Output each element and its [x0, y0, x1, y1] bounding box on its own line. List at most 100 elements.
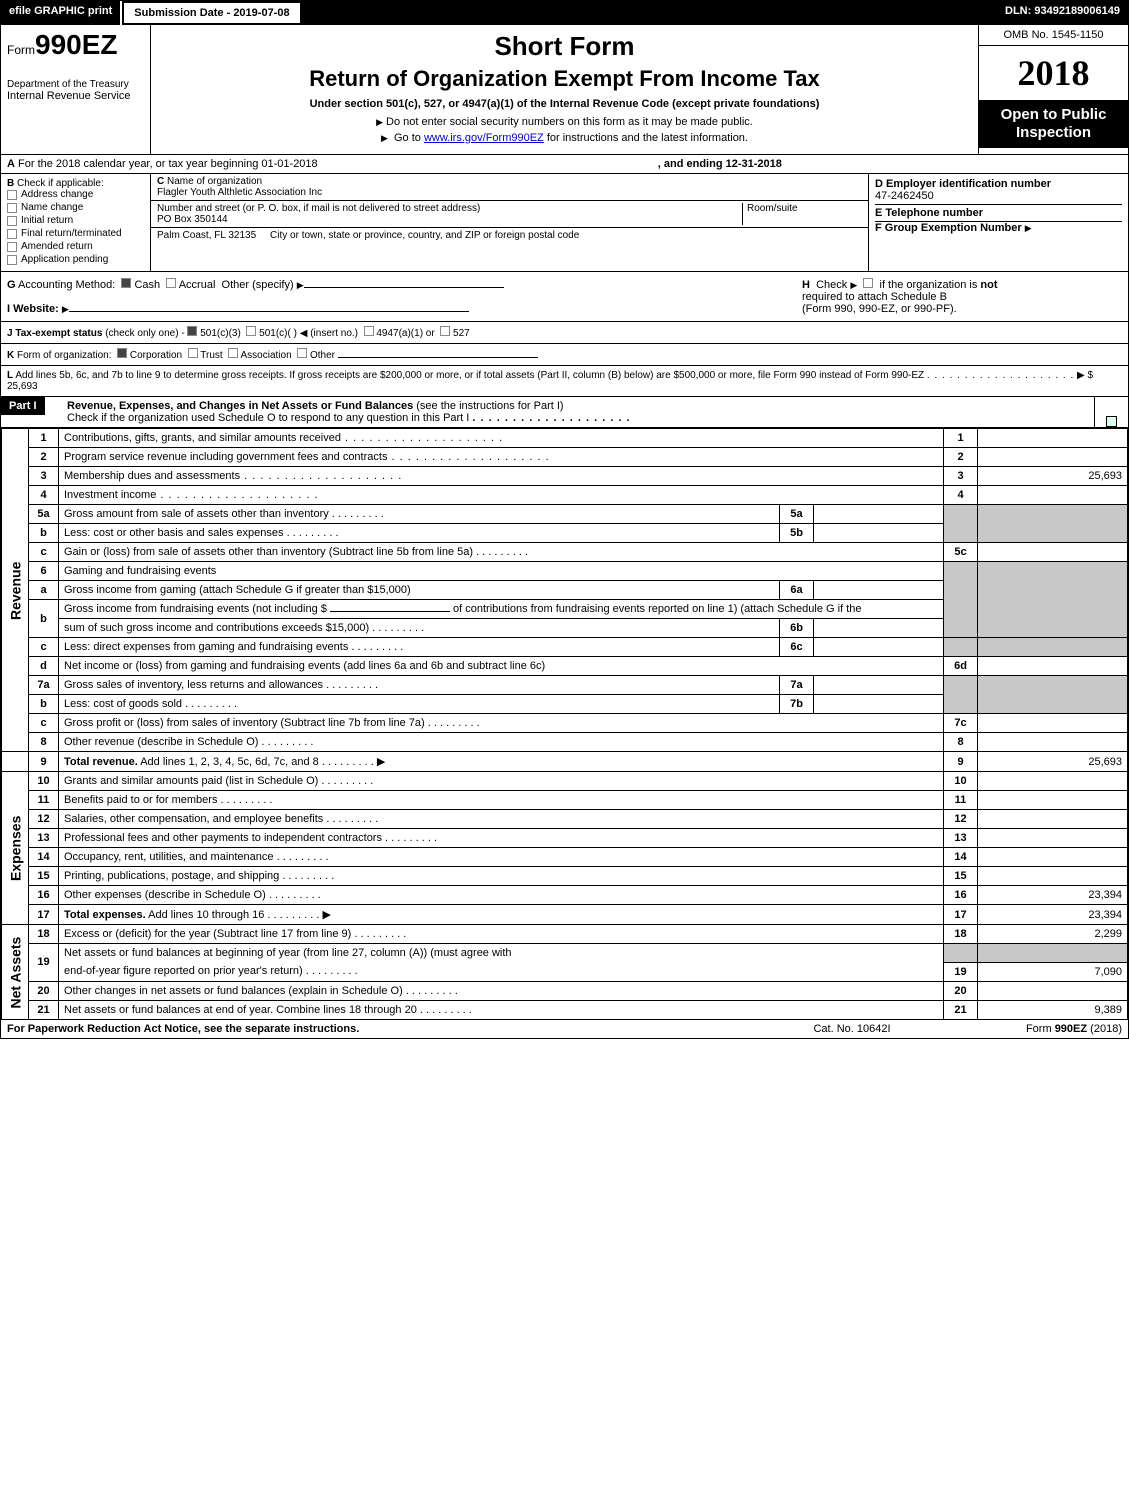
chk-501c3[interactable] [187, 326, 197, 336]
grey-cell [978, 562, 1128, 638]
chk-assoc[interactable] [228, 348, 238, 358]
chk-527[interactable] [440, 326, 450, 336]
chk-amended[interactable]: Amended return [7, 241, 144, 252]
right-val [978, 867, 1128, 886]
grey-cell [978, 944, 1128, 963]
right-num: 5c [944, 543, 978, 562]
line-3: 3 Membership dues and assessments 3 25,6… [2, 467, 1128, 486]
line-16: 16 Other expenses (describe in Schedule … [2, 886, 1128, 905]
line-15: 15 Printing, publications, postage, and … [2, 867, 1128, 886]
line-desc: Grants and similar amounts paid (list in… [64, 775, 318, 787]
chk-final-return[interactable]: Final return/terminated [7, 228, 144, 239]
warning-text: Do not enter social security numbers on … [157, 116, 972, 128]
right-val [978, 772, 1128, 791]
l-text: Add lines 5b, 6c, and 7b to line 9 to de… [15, 370, 924, 381]
right-val [978, 429, 1128, 448]
line-num: 3 [29, 467, 59, 486]
section-b: B Check if applicable: Address change Na… [1, 174, 1128, 272]
right-num: 10 [944, 772, 978, 791]
check-if-label: Check if applicable: [17, 178, 104, 189]
opt-527: 527 [453, 328, 470, 339]
chk-cash[interactable] [121, 278, 131, 288]
goto-prefix: Go to [394, 132, 424, 144]
irs-label: Internal Revenue Service [7, 90, 144, 102]
line-desc-bold: Total expenses. [64, 909, 146, 921]
phone-box: E Telephone number [875, 205, 1122, 222]
grey-cell [944, 676, 978, 714]
right-num: 16 [944, 886, 978, 905]
line-13: 13 Professional fees and other payments … [2, 829, 1128, 848]
other-org-input[interactable] [338, 357, 538, 358]
h-text3: required to attach Schedule B [802, 291, 947, 303]
dept-treasury: Department of the Treasury [7, 79, 144, 90]
line-desc: Net assets or fund balances at beginning… [64, 947, 512, 959]
line-num: 14 [29, 848, 59, 867]
tax-year: 2018 [979, 46, 1128, 100]
line-desc: Gross sales of inventory, less returns a… [64, 679, 323, 691]
other-input[interactable] [304, 287, 504, 288]
label-i: I Website: [7, 303, 59, 315]
chk-label: Name change [21, 202, 83, 213]
right-num: 9 [944, 752, 978, 772]
opt-501c3: 501(c)(3) [200, 328, 241, 339]
form-990ez-text: 990EZ [35, 29, 118, 60]
chk-initial-return[interactable]: Initial return [7, 215, 144, 226]
line-desc: Contributions, gifts, grants, and simila… [64, 432, 341, 444]
chk-pending[interactable]: Application pending [7, 254, 144, 265]
chk-501c[interactable] [246, 326, 256, 336]
h-not: not [980, 279, 997, 291]
city-value: Palm Coast, FL 32135 [157, 230, 256, 241]
chk-other-org[interactable] [297, 348, 307, 358]
mid-num: 7a [780, 676, 814, 695]
checkbox-icon [7, 242, 17, 252]
part1-check-text: Check if the organization used Schedule … [67, 412, 469, 424]
chk-name-change[interactable]: Name change [7, 202, 144, 213]
chk-address-change[interactable]: Address change [7, 189, 144, 200]
form-page: efile GRAPHIC print Submission Date - 20… [0, 0, 1129, 1039]
cash-label: Cash [134, 279, 160, 291]
chk-trust[interactable] [188, 348, 198, 358]
chk-h[interactable] [863, 278, 873, 288]
chk-4947[interactable] [364, 326, 374, 336]
right-val [978, 981, 1128, 1000]
line-17: 17 Total expenses. Add lines 10 through … [2, 905, 1128, 925]
mid-val [814, 505, 944, 524]
line-num: 17 [29, 905, 59, 925]
line-num: b [29, 524, 59, 543]
irs-link[interactable]: www.irs.gov/Form990EZ [424, 132, 544, 144]
chk-part1[interactable] [1106, 416, 1117, 427]
topbar: efile GRAPHIC print Submission Date - 20… [1, 1, 1128, 25]
mid-num: 5b [780, 524, 814, 543]
right-val [978, 733, 1128, 752]
checkbox-icon [7, 229, 17, 239]
chk-label: Application pending [21, 254, 108, 265]
right-val: 9,389 [978, 1000, 1128, 1019]
fundraising-amount-input[interactable] [330, 611, 450, 612]
right-val [978, 543, 1128, 562]
arrow-icon [381, 132, 391, 144]
mid-val [814, 619, 944, 638]
line-num: b [29, 695, 59, 714]
line-num: 11 [29, 791, 59, 810]
right-num: 8 [944, 733, 978, 752]
right-num: 18 [944, 925, 978, 944]
grey-cell [944, 505, 978, 543]
efile-print-button[interactable]: efile GRAPHIC print [1, 1, 122, 25]
line-desc: Gaming and fundraising events [64, 565, 216, 577]
checkbox-icon [7, 255, 17, 265]
line-14: 14 Occupancy, rent, utilities, and maint… [2, 848, 1128, 867]
website-input[interactable] [69, 311, 469, 312]
street-value: PO Box 350144 [157, 214, 228, 225]
right-num: 11 [944, 791, 978, 810]
right-val [978, 810, 1128, 829]
goto-suffix: for instructions and the latest informat… [544, 132, 748, 144]
open-public-badge: Open to Public Inspection [979, 100, 1128, 148]
label-j: J Tax-exempt status [7, 328, 102, 339]
line-19a: 19 Net assets or fund balances at beginn… [2, 944, 1128, 963]
chk-accrual[interactable] [166, 278, 176, 288]
open-line2: Inspection [983, 124, 1124, 142]
line-7a: 7a Gross sales of inventory, less return… [2, 676, 1128, 695]
label-h: H [802, 279, 810, 291]
chk-corp[interactable] [117, 348, 127, 358]
row-g-left: G Accounting Method: Cash Accrual Other … [7, 278, 802, 315]
